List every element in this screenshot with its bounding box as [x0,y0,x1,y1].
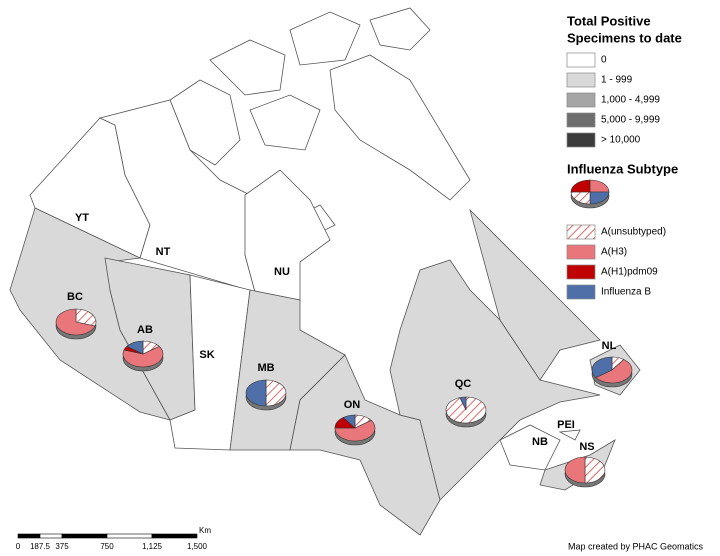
pie-slice [55,308,96,336]
scale-unit: Km [199,526,211,535]
legend-swatch [566,132,596,148]
island [289,11,361,66]
province [244,169,331,301]
island [209,39,286,96]
legend-label: > 10,000 [601,135,641,146]
pie-slice [245,379,267,407]
province-label: SK [199,349,214,361]
scale-label: 1,125 [142,542,163,551]
legend-subtitle: Influenza Subtype [567,161,678,176]
pie-slice [564,456,586,484]
island [329,54,471,201]
legend-swatch [566,244,596,260]
province-label: NL [602,340,617,352]
legend-pie-slice [570,191,591,205]
province [499,424,561,471]
province-label: YT [75,212,89,224]
pie-slice [584,456,606,484]
scale-segment [61,533,108,539]
scale-label: 750 [100,542,114,551]
province [389,259,601,501]
province-label: ON [344,399,361,411]
legend-label: A(unsubtyped) [601,227,666,238]
pie-slice [126,340,144,355]
legend-label: Influenza B [601,287,651,298]
pie-slice [595,359,633,384]
scale-segment [151,533,198,539]
pie-slice [75,308,97,327]
credit: Map created by PHAC Geomatics [568,541,704,551]
legend-pie-slice [570,179,591,193]
province [558,429,581,441]
legend-label: A(H3) [601,247,627,258]
legend-pie-slice [589,179,610,193]
pie-slice [342,414,356,429]
pie-slice [265,379,287,407]
legend-swatch [566,52,596,68]
province-label: NB [532,436,548,448]
province-label: QC [455,378,472,390]
legend-label: 1 - 999 [601,75,633,86]
legend-label: A(H1)pdm09 [601,267,658,278]
legend-label: 0 [601,55,607,66]
island [369,7,431,51]
pie-slice [591,356,613,378]
province-label: MB [257,362,274,374]
scale-label: 1,500 [187,542,208,551]
pie-slice [334,420,376,442]
legend-swatch [566,264,596,280]
province-label: NU [274,266,290,278]
province-label: NS [579,441,594,453]
scale-segment [17,533,41,539]
legend-swatch [566,112,596,128]
scale-segment [106,533,153,539]
province-label: PEI [557,419,575,431]
legend-pie-slice [589,191,610,205]
legend-swatch [566,284,596,300]
legend-swatch [566,92,596,108]
pie-slice [459,396,467,411]
scale-segment [39,533,63,539]
legend-title: Specimens to date [567,30,682,45]
legend-label: 5,000 - 9,999 [601,115,660,126]
scale-label: 187.5 [30,542,51,551]
legend-title: Total Positive [567,13,651,28]
province-label: AB [137,324,153,336]
scale-label: 0 [16,542,21,551]
province-label: BC [67,291,83,303]
legend-swatch [566,224,596,240]
province [469,208,601,381]
pie-slice [122,346,164,368]
legend-swatch [566,72,596,88]
scale-label: 375 [55,542,69,551]
island [249,94,321,151]
province-label: NT [156,246,171,258]
province [289,354,441,536]
legend-label: 1,000 - 4,999 [601,95,660,106]
